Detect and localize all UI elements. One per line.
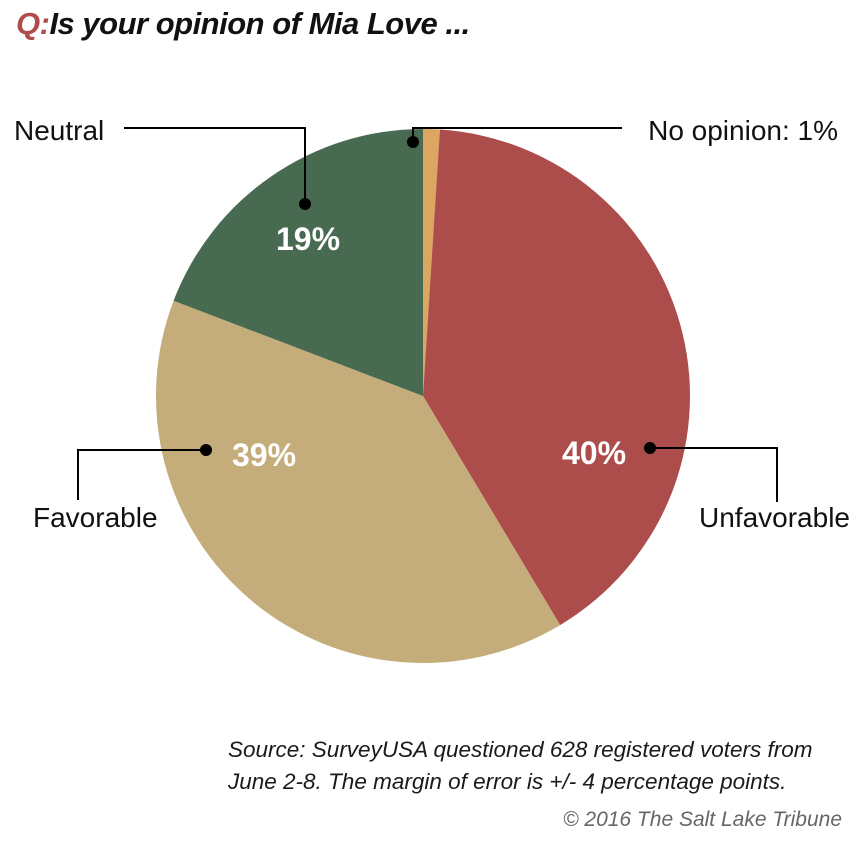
value-label-neutral: 19% <box>276 221 340 257</box>
copyright-note: © 2016 The Salt Lake Tribune <box>563 808 842 831</box>
pie-slices <box>155 129 690 663</box>
value-label-unfavorable: 40% <box>562 435 626 471</box>
category-label-favorable: Favorable <box>33 502 158 533</box>
leader-dot-favorable <box>200 444 212 456</box>
question-text: Is your opinion of Mia Love ... <box>49 6 470 41</box>
value-label-favorable: 39% <box>232 437 296 473</box>
pie-labels: No opinion: 1% Unfavorable Favorable Neutra… <box>14 115 850 533</box>
pie-slice-unfavorable <box>423 129 690 626</box>
leader-line-unfavorable <box>650 447 778 502</box>
question-prefix: Q: <box>16 6 50 41</box>
leader-lines <box>77 127 778 502</box>
leader-dot-no-opinion <box>407 136 419 148</box>
category-label-unfavorable: Unfavorable <box>699 502 850 533</box>
pie-slice-neutral <box>173 129 423 396</box>
source-note: Source: SurveyUSA questioned 628 registe… <box>228 737 813 794</box>
leader-dot-neutral <box>299 198 311 210</box>
chart-title: Q:Is your opinion of Mia Love ... <box>16 6 470 42</box>
pie-slice-favorable <box>155 300 561 663</box>
category-label-no-opinion: No opinion: 1% <box>648 115 838 146</box>
leader-line-neutral <box>124 127 306 204</box>
leader-line-favorable <box>77 449 206 500</box>
pie-slice-no-opinion <box>423 129 440 396</box>
category-label-neutral: Neutral <box>14 115 104 146</box>
leader-dot-unfavorable <box>644 442 656 454</box>
